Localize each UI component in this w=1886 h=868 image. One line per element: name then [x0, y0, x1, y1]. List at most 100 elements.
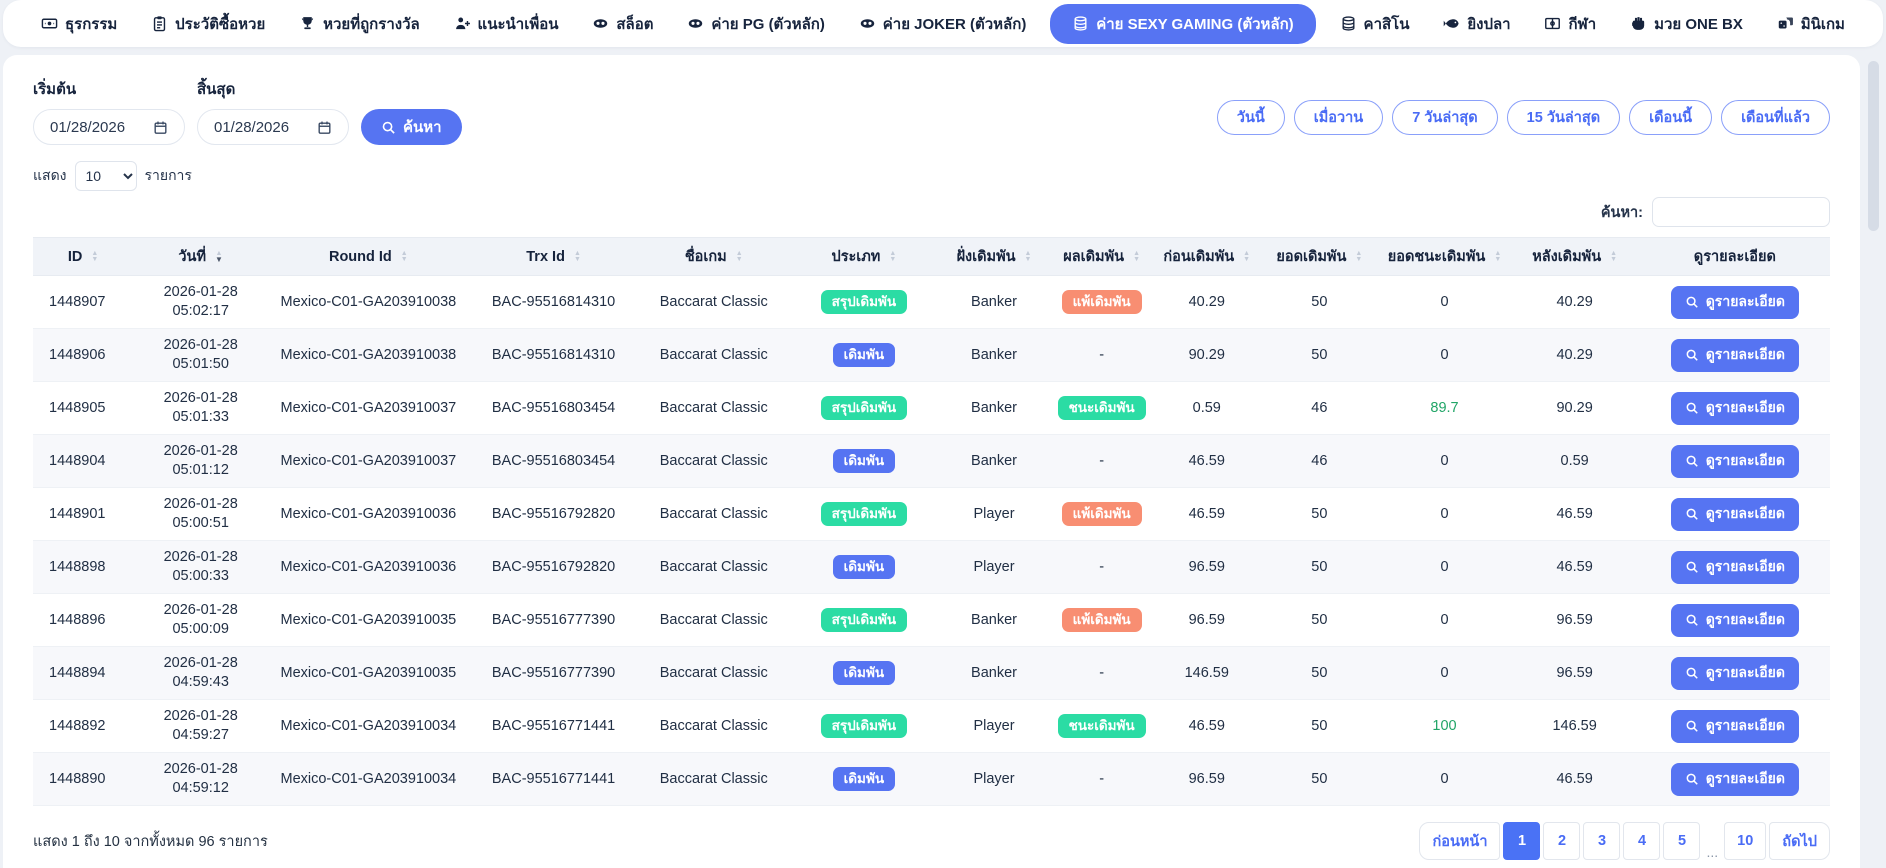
bet-type-badge: เดิมพัน [832, 555, 896, 579]
view-detail-button[interactable]: ดูรายละเอียด [1670, 709, 1799, 743]
mask-icon [687, 15, 704, 32]
nav-item-9[interactable]: คาสิโน [1330, 4, 1420, 44]
column-header[interactable]: ประเภท ▲ ▼ [788, 237, 939, 276]
quick-filter-6[interactable]: เดือนที่แล้ว [1721, 100, 1830, 135]
nav-item-5[interactable]: สล็อต [582, 4, 663, 44]
column-header[interactable]: Trx Id ▲ ▼ [468, 237, 639, 276]
column-header[interactable]: ผลเดิมพัน ▲ ▼ [1049, 237, 1155, 276]
sort-icon: ▲ ▼ [573, 249, 581, 263]
view-detail-button[interactable]: ดูรายละเอียด [1670, 603, 1799, 637]
cell-id: 1448894 [33, 646, 134, 700]
view-detail-button[interactable]: ดูรายละเอียด [1670, 550, 1799, 584]
cell-date: 2026-01-28 05:01:33 [133, 381, 269, 435]
calendar-icon[interactable] [317, 120, 332, 135]
nav-item-12[interactable]: มวย ONE BX [1620, 4, 1753, 44]
view-detail-button[interactable]: ดูรายละเอียด [1670, 338, 1799, 372]
end-date-input[interactable]: 01/28/2026 [197, 109, 349, 145]
cell-bet-side: Banker [938, 646, 1050, 700]
column-header[interactable]: ยอดเดิมพัน ▲ ▼ [1259, 237, 1380, 276]
cell-id: 1448906 [33, 328, 134, 382]
cell-bet-type: สรุปเดิมพัน [788, 593, 939, 647]
view-detail-button[interactable]: ดูรายละเอียด [1670, 762, 1799, 796]
nav-item-10[interactable]: ยิงปลา [1433, 4, 1520, 44]
cell-bet-side: Banker [938, 381, 1050, 435]
column-header[interactable]: ก่อนเดิมพัน ▲ ▼ [1154, 237, 1260, 276]
pagination-next[interactable]: ถัดไป [1769, 822, 1830, 860]
cell-bet-type: เดิมพัน [788, 646, 939, 700]
calendar-icon[interactable] [153, 120, 168, 135]
sort-icon: ▲ ▼ [1243, 249, 1251, 263]
bet-result-badge: ชนะเดิมพัน [1057, 396, 1146, 420]
column-header[interactable]: ชื่อเกม ▲ ▼ [638, 237, 789, 276]
sort-icon: ▲ ▼ [1610, 249, 1618, 263]
nav-item-7[interactable]: ค่าย JOKER (ตัวหลัก) [849, 4, 1037, 44]
page-size-select[interactable]: 10 [74, 161, 137, 191]
column-header[interactable]: ยอดชนะเดิมพัน ▲ ▼ [1379, 237, 1510, 276]
scrollbar-track[interactable] [1860, 55, 1886, 868]
nav-item-label: ธุรกรรม [65, 15, 118, 33]
nav-item-2[interactable]: ประวัติซื้อหวย [141, 4, 275, 44]
transactions-table: ID ▲ ▼ วันที่ ▲ ▼ Round Id ▲ ▼ Trx Id ▲ ▼ ชื่อเกม ▲ ▼ ป… [33, 237, 1830, 806]
view-detail-button[interactable]: ดูรายละเอียด [1670, 656, 1799, 690]
cell-balance-before: 146.59 [1154, 646, 1260, 700]
cell-balance-before: 46.59 [1154, 487, 1260, 541]
nav-item-label: ค่าย PG (ตัวหลัก) [711, 15, 825, 33]
coins-icon [1340, 15, 1357, 32]
search-icon [381, 120, 396, 135]
top-nav: ธุรกรรม ประวัติซื้อหวย หวยที่ถูกรางวัล แนะน… [3, 0, 1883, 47]
quick-filter-2[interactable]: เมื่อวาน [1293, 100, 1384, 135]
cell-balance-after: 0.59 [1509, 434, 1640, 488]
nav-item-8[interactable]: ค่าย SEXY GAMING (ตัวหลัก) [1050, 3, 1316, 44]
view-detail-button[interactable]: ดูรายละเอียด [1670, 285, 1799, 319]
pagination-page-4[interactable]: 4 [1623, 822, 1661, 860]
cell-bet-type: สรุปเดิมพัน [788, 487, 939, 541]
cell-win-amount: 100 [1379, 699, 1510, 753]
pagination-page-1[interactable]: 1 [1503, 822, 1541, 860]
nav-item-4[interactable]: แนะนำเพื่อน [444, 4, 569, 44]
column-header[interactable]: หลังเดิมพัน ▲ ▼ [1509, 237, 1640, 276]
table-row: 1448906 2026-01-28 05:01:50 Mexico-C01-GA20… [33, 328, 1830, 382]
pagination-page-10[interactable]: 10 [1724, 822, 1767, 860]
quick-filter-5[interactable]: เดือนนี้ [1629, 100, 1713, 135]
cell-detail: ดูรายละเอียด [1639, 646, 1830, 700]
cell-detail: ดูรายละเอียด [1639, 699, 1830, 753]
nav-item-1[interactable]: ธุรกรรม [31, 4, 127, 44]
view-detail-button[interactable]: ดูรายละเอียด [1670, 444, 1799, 478]
cell-bet-type: เดิมพัน [788, 540, 939, 594]
quick-filter-3[interactable]: 7 วันล่าสุด [1392, 100, 1498, 135]
view-detail-button[interactable]: ดูรายละเอียด [1670, 391, 1799, 425]
fist-icon [1630, 15, 1647, 32]
column-header[interactable]: ID ▲ ▼ [33, 237, 134, 276]
search-button[interactable]: ค้นหา [361, 109, 462, 145]
nav-item-13[interactable]: มินิเกม [1767, 4, 1855, 44]
cell-id: 1448898 [33, 540, 134, 594]
nav-item-label: ประวัติซื้อหวย [175, 15, 266, 33]
column-header[interactable]: ฝั่งเดิมพัน ▲ ▼ [938, 237, 1050, 276]
scrollbar-thumb[interactable] [1868, 61, 1879, 231]
nav-item-3[interactable]: หวยที่ถูกรางวัล [289, 4, 430, 44]
bet-result-badge: แพ้เดิมพัน [1061, 608, 1142, 632]
column-header[interactable]: Round Id ▲ ▼ [268, 237, 469, 276]
bet-type-badge: เดิมพัน [832, 767, 896, 791]
pagination-page-2[interactable]: 2 [1543, 822, 1581, 860]
pagination-prev[interactable]: ก่อนหน้า [1419, 822, 1501, 860]
sort-icon: ▲ ▼ [1355, 249, 1363, 263]
cell-game-name: Baccarat Classic [638, 434, 789, 488]
pagination-page-5[interactable]: 5 [1663, 822, 1701, 860]
nav-item-11[interactable]: กีฬา [1534, 4, 1606, 44]
column-header[interactable]: วันที่ ▲ ▼ [133, 237, 269, 276]
nav-item-label: หวยที่ถูกรางวัล [323, 15, 420, 33]
view-detail-button[interactable]: ดูรายละเอียด [1670, 497, 1799, 531]
cell-bet-side: Banker [938, 593, 1050, 647]
quick-filter-4[interactable]: 15 วันล่าสุด [1506, 100, 1621, 135]
cell-round-id: Mexico-C01-GA203910034 [268, 752, 469, 806]
cell-round-id: Mexico-C01-GA203910036 [268, 540, 469, 594]
nav-item-6[interactable]: ค่าย PG (ตัวหลัก) [677, 4, 835, 44]
cell-bet-amount: 46 [1259, 434, 1380, 488]
table-search-input[interactable] [1652, 197, 1830, 227]
start-date-input[interactable]: 01/28/2026 [33, 109, 185, 145]
cell-bet-result: - [1049, 434, 1155, 488]
pagination-page-3[interactable]: 3 [1583, 822, 1621, 860]
nav-item-label: กีฬา [1568, 15, 1597, 33]
quick-filter-1[interactable]: วันนี้ [1216, 100, 1285, 135]
